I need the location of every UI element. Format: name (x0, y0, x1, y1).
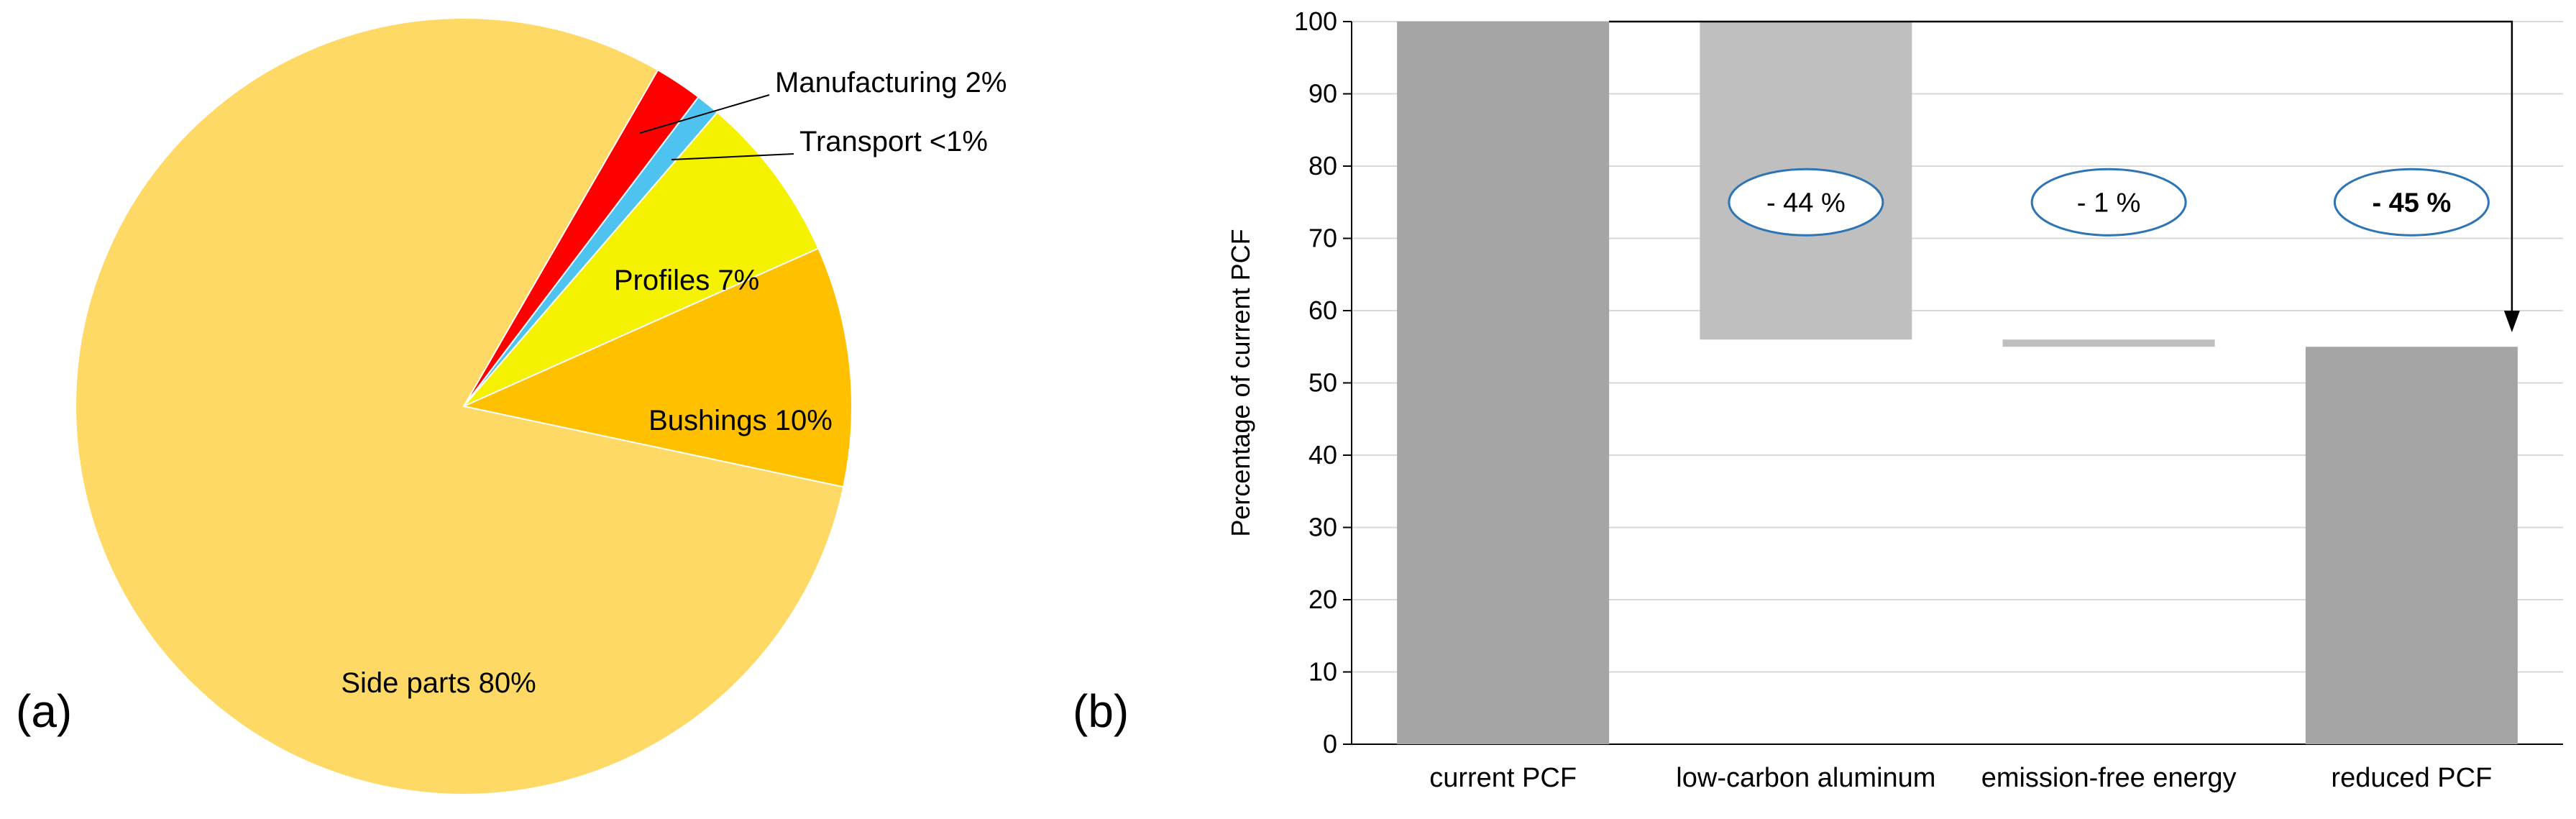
reduction-arrow-head (2503, 311, 2520, 333)
y-tick-label-80: 80 (1308, 151, 1337, 180)
y-tick-label-100: 100 (1294, 6, 1337, 36)
bar-current-pcf (1397, 22, 1610, 744)
x-category-label-emission-free-energy: emission-free energy (1981, 763, 2237, 793)
pie-slice-side-parts-80 (75, 17, 845, 795)
y-tick-label-40: 40 (1308, 440, 1337, 470)
pie-label-side-parts-80: Side parts 80% (341, 667, 536, 699)
bar-reduced-pcf (2305, 347, 2518, 744)
annotation-ellipse-44 (1728, 168, 1884, 237)
pie-leader-line-transport-1 (671, 153, 794, 160)
y-tick-label-20: 20 (1308, 585, 1337, 614)
y-tick-label-0: 0 (1323, 729, 1337, 759)
reduction-arrow-line (1609, 20, 2513, 314)
annotation-text-45: - 45 % (2372, 188, 2451, 218)
waterfall-chart: 0 10 20 30 40 50 60 70 80 90 100 Percentage of curr… (1226, 6, 2563, 793)
annotation-ellipse-1 (2030, 168, 2187, 237)
pie-slice-profiles-7 (463, 111, 820, 407)
bar-emission-free-energy (2002, 339, 2215, 347)
y-tick-label-60: 60 (1308, 296, 1337, 325)
pie-chart: Manufacturing 2% Transport <1% Profiles 7%… (75, 17, 1007, 795)
pie-leader-line-manufacturing-2 (639, 94, 770, 134)
pie-label-transport-1: Transport <1% (799, 126, 988, 157)
y-tick-label-30: 30 (1308, 513, 1337, 542)
y-tick-label-10: 10 (1308, 657, 1337, 687)
y-tick-label-90: 90 (1308, 79, 1337, 109)
x-category-label-low-carbon-aluminum: low-carbon aluminum (1676, 763, 1935, 793)
y-tick-label-70: 70 (1308, 224, 1337, 253)
pie-label-bushings-10: Bushings 10% (648, 405, 833, 436)
annotation-text-1: - 1 % (2077, 188, 2141, 218)
x-category-label-current-pcf: current PCF (1429, 763, 1577, 793)
panel-a-label: (a) (16, 685, 73, 737)
y-tick-label-50: 50 (1308, 368, 1337, 398)
pie-label-manufacturing-2: Manufacturing 2% (775, 67, 1007, 99)
pie-label-profiles-7: Profiles 7% (614, 265, 759, 296)
annotation-ellipse-45 (2333, 168, 2490, 237)
pie-slice-bushings-10 (461, 247, 853, 488)
x-category-label-reduced-pcf: reduced PCF (2331, 763, 2492, 793)
panel-b-label: (b) (1073, 685, 1129, 737)
annotation-text-44: - 44 % (1766, 188, 1846, 218)
y-axis-title: Percentage of current PCF (1226, 229, 1255, 536)
